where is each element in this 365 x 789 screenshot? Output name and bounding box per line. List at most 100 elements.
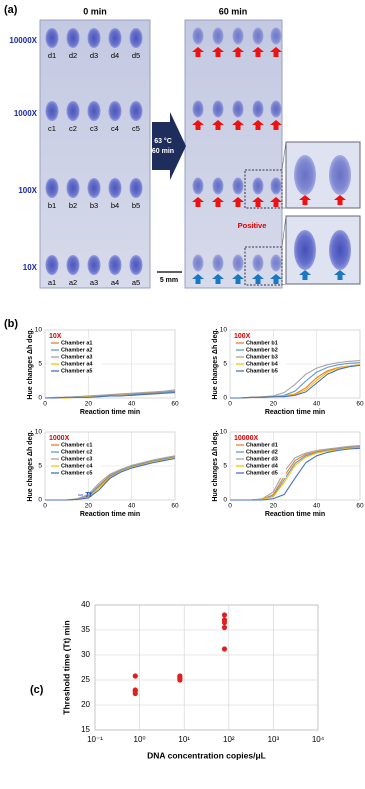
chamber-zoom <box>294 230 316 270</box>
arrow <box>232 120 244 130</box>
legend-label: Chamber c1 <box>61 442 93 448</box>
y-axis-label: Hue changes Δh deg. <box>212 430 219 501</box>
x-tick-label: 10⁻¹ <box>87 735 103 744</box>
chamber-label: d4 <box>111 51 119 60</box>
time-label: 0 min <box>83 6 107 16</box>
chamber-label: b3 <box>90 201 98 210</box>
legend-label: Chamber c2 <box>61 449 93 455</box>
y-axis-label: Hue changes Δh deg. <box>212 328 219 399</box>
dilution-label: 1000X <box>14 109 38 118</box>
y-axis-label: Hue changes Δh deg. <box>27 430 34 501</box>
incubation-arrow <box>152 112 186 180</box>
legend-label: Chamber b1 <box>246 340 278 346</box>
time-label: 60 min <box>219 6 248 16</box>
chamber <box>129 178 143 198</box>
x-tick-label: 0 <box>43 503 47 510</box>
legend-label: Chamber c4 <box>61 463 93 469</box>
chamber <box>252 27 264 45</box>
chamber-label: b5 <box>132 201 140 210</box>
y-axis-label: Hue changes Δh deg. <box>27 328 34 399</box>
chamber <box>270 254 282 272</box>
y-tick-label: 0 <box>38 395 42 402</box>
y-tick-label: 5 <box>38 463 42 470</box>
arrow <box>212 197 224 207</box>
chamber-label: d5 <box>132 51 140 60</box>
x-tick-label: 40 <box>313 503 321 510</box>
y-tick-label: 10 <box>35 327 43 334</box>
chamber <box>66 255 80 275</box>
series-line <box>45 457 176 501</box>
arrow <box>299 195 311 205</box>
arrow <box>299 270 311 280</box>
y-tick-label: 10 <box>220 429 228 436</box>
x-axis-label: Reaction time min <box>265 511 325 518</box>
series-line <box>230 364 361 399</box>
panel-label: (a) <box>4 4 18 16</box>
arrow <box>192 274 204 284</box>
dilution-label: 100X <box>18 186 37 195</box>
chamber-label: b2 <box>69 201 77 210</box>
x-tick-label: 60 <box>356 401 364 408</box>
y-tick-label: 0 <box>223 395 227 402</box>
arrow <box>252 47 264 57</box>
legend-label: Chamber a5 <box>61 368 93 374</box>
chamber-label: a1 <box>48 278 56 287</box>
scale-label: 5 mm <box>160 277 178 284</box>
legend-label: Chamber b5 <box>246 368 278 374</box>
x-tick-label: 0 <box>228 503 232 510</box>
chamber-zoom <box>329 155 351 195</box>
chamber <box>252 100 264 118</box>
chamber <box>108 255 122 275</box>
x-tick-label: 10⁴ <box>312 735 325 744</box>
legend-label: Chamber a3 <box>61 354 93 360</box>
x-tick-label: 10⁰ <box>134 735 146 744</box>
y-tick-label: 10 <box>35 429 43 436</box>
chamber <box>108 28 122 48</box>
chamber-zoom <box>329 230 351 270</box>
legend-label: Chamber b4 <box>246 361 279 367</box>
arrow <box>192 197 204 207</box>
annotation: Tt <box>85 492 92 499</box>
chamber <box>129 101 143 121</box>
y-axis-label: Threshold time (Tt) min <box>61 620 71 714</box>
legend-label: Chamber b2 <box>246 347 278 353</box>
arrow <box>270 120 282 130</box>
chamber <box>270 100 282 118</box>
series-line <box>230 447 361 501</box>
incubation-time: 60 min <box>152 148 174 155</box>
arrow <box>270 197 282 207</box>
legend-label: Chamber d3 <box>246 456 278 462</box>
series-line <box>45 392 176 399</box>
x-tick-label: 40 <box>313 401 321 408</box>
x-tick-label: 0 <box>43 401 47 408</box>
y-tick-label: 10 <box>220 327 228 334</box>
x-tick-label: 0 <box>228 401 232 408</box>
chamber <box>192 100 204 118</box>
arrow <box>212 120 224 130</box>
y-tick-label: 25 <box>81 675 90 684</box>
x-axis-label: Reaction time min <box>80 511 140 518</box>
data-point <box>132 673 138 679</box>
chamber <box>45 101 59 121</box>
chamber <box>45 178 59 198</box>
chamber <box>45 255 59 275</box>
chamber <box>108 178 122 198</box>
photo-60min <box>184 19 283 289</box>
data-point <box>132 687 138 693</box>
chamber-label: a4 <box>111 278 119 287</box>
arrow <box>212 47 224 57</box>
y-tick-label: 40 <box>81 600 90 609</box>
plot-area <box>94 604 319 731</box>
zoom-line <box>281 141 287 171</box>
legend-label: Chamber d5 <box>246 470 278 476</box>
arrow <box>270 47 282 57</box>
arrow <box>252 274 264 284</box>
arrow <box>232 197 244 207</box>
y-tick-label: 5 <box>223 463 227 470</box>
chamber <box>129 255 143 275</box>
chamber <box>66 101 80 121</box>
panel-label: (b) <box>4 318 18 330</box>
x-tick-label: 60 <box>171 503 179 510</box>
x-tick-label: 20 <box>85 503 93 510</box>
